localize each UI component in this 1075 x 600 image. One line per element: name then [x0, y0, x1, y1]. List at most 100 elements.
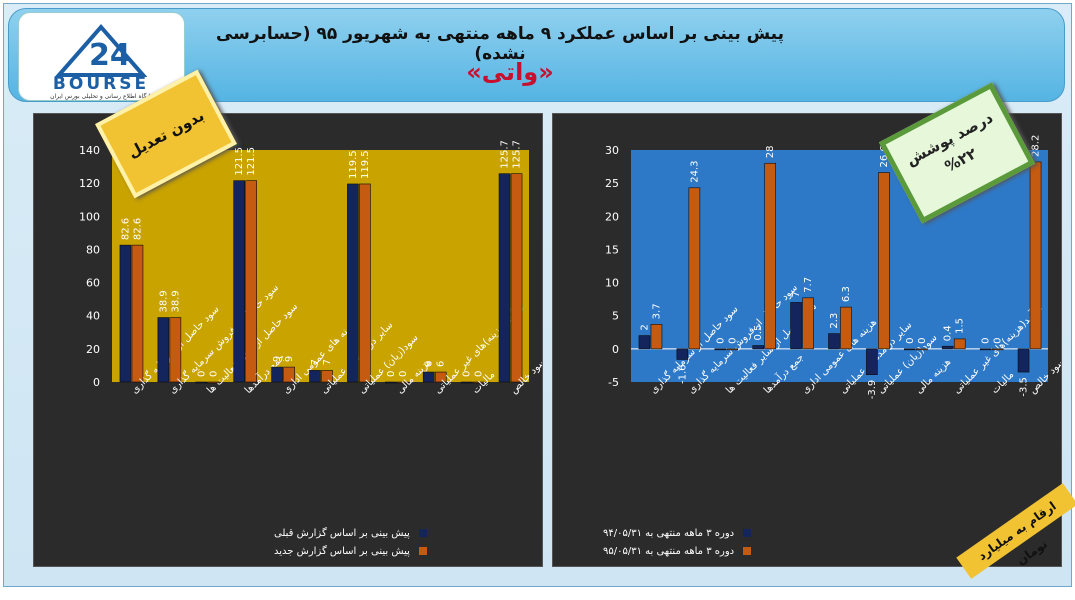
bar-new	[840, 306, 852, 350]
legend-item-9505: دوره ۳ ماهه منتهی به ۹۵/۰۵/۳۱	[603, 546, 752, 557]
bar-new	[991, 348, 1004, 351]
bar-prev	[460, 381, 473, 384]
bar-prev	[119, 244, 132, 383]
data-label: 2	[639, 324, 650, 330]
legend-item-9405: دوره ۳ ماهه منتهی به ۹۴/۰۵/۳۱	[603, 528, 752, 539]
data-label: 2.3	[829, 313, 840, 329]
bar-prev	[271, 366, 283, 383]
data-label: 7	[322, 359, 333, 365]
data-label: 3.7	[651, 303, 662, 319]
y-tick-label: 20	[605, 210, 619, 223]
bar-new	[245, 180, 257, 383]
data-label: 28.2	[1031, 135, 1042, 157]
legend-swatch-prev	[419, 529, 428, 537]
bar-new	[434, 371, 447, 383]
data-label: 121.5	[234, 147, 245, 176]
bar-prev	[309, 370, 321, 383]
data-label: -1.6	[677, 364, 688, 384]
legend-swatch-new	[419, 547, 428, 555]
y-tick-label: 40	[86, 310, 100, 323]
bar-prev	[638, 335, 651, 350]
data-label: 0	[981, 337, 992, 343]
logo-text: BOURSE	[53, 74, 149, 94]
data-label: 0	[386, 371, 397, 377]
bar-prev	[941, 345, 954, 350]
bar-new	[510, 173, 523, 383]
data-label: 0	[462, 371, 473, 377]
bar-prev	[1017, 348, 1030, 373]
bar-prev	[828, 333, 840, 350]
bar-prev	[904, 348, 916, 351]
data-label: 0.5	[753, 325, 764, 341]
bar-new	[321, 370, 333, 383]
bar-prev	[676, 348, 689, 360]
data-label: 0	[208, 371, 219, 377]
bar-prev	[385, 381, 397, 384]
data-label: 38.9	[170, 290, 181, 312]
data-label: 0	[196, 371, 207, 377]
data-label: 0	[905, 337, 916, 343]
data-label: 0	[727, 337, 738, 343]
bourse-logo: 24 BOURSE پایگاه اطلاع رسانی و تحلیلی بو…	[18, 12, 185, 101]
bar-prev	[752, 345, 764, 350]
data-label: 0	[715, 337, 726, 343]
bar-new	[283, 366, 295, 383]
data-label: 119.5	[348, 150, 359, 179]
bar-new	[131, 244, 144, 383]
company-name: «واتی»	[466, 58, 554, 86]
legend-label-new: پیش بینی بر اساس گزارش جدید	[274, 546, 410, 557]
data-label: 119.5	[360, 150, 371, 179]
data-label: 38.9	[158, 290, 169, 312]
data-label: -3.5	[1019, 377, 1030, 397]
bar-new	[472, 381, 485, 384]
bar-prev	[422, 371, 435, 383]
page-title: پیش بینی بر اساس عملکرد ۹ ماهه منتهی به …	[215, 24, 784, 64]
legend-item-prev: پیش بینی بر اساس گزارش قبلی	[274, 528, 428, 539]
right-chart-panel: -5 0 5 10 15 20 25 30 2 3.7 سود حاصل از سرمایه گذا…	[552, 113, 1067, 567]
bar-new	[916, 348, 928, 351]
bar-new	[802, 297, 814, 350]
legend-label-9405: دوره ۳ ماهه منتهی به ۹۴/۰۵/۳۱	[603, 528, 735, 539]
data-label: 9	[284, 356, 295, 362]
data-label: 9	[272, 356, 283, 362]
data-label: 0	[398, 371, 409, 377]
y-tick-label: 0	[93, 376, 100, 389]
data-label: 82.6	[120, 218, 131, 240]
bar-prev	[790, 302, 802, 350]
data-label: 82.6	[132, 218, 143, 240]
data-label: 0	[917, 337, 928, 343]
data-label: -3.9	[867, 380, 878, 400]
bar-new	[397, 381, 409, 384]
logo-number: 24	[89, 38, 131, 73]
data-label: 125.7	[512, 140, 523, 169]
bar-new	[878, 172, 890, 350]
legend-label-prev: پیش بینی بر اساس گزارش قبلی	[274, 528, 410, 539]
legend-swatch-9405	[743, 529, 752, 537]
y-tick-label: -5	[608, 376, 619, 389]
legend-swatch-9505	[743, 547, 752, 555]
data-label: 125.7	[500, 140, 511, 169]
data-label: 28	[765, 146, 776, 159]
plot-area	[112, 150, 529, 382]
y-tick-label: 15	[605, 243, 619, 256]
bar-new	[207, 381, 220, 384]
bar-new	[169, 317, 182, 383]
data-label: 0.4	[943, 325, 954, 341]
bar-new	[764, 162, 776, 350]
y-tick-label: 25	[605, 177, 619, 190]
data-label: 6.3	[841, 286, 852, 302]
bar-prev	[195, 381, 208, 384]
data-label: 121.5	[246, 147, 257, 176]
data-label: 26.6	[879, 145, 890, 167]
y-tick-label: 0	[612, 343, 619, 356]
data-label: 7	[791, 291, 802, 297]
data-label: 0	[993, 337, 1004, 343]
y-tick-label: 10	[605, 277, 619, 290]
y-tick-label: 20	[86, 343, 100, 356]
data-label: 7	[310, 359, 321, 365]
bar-new	[1029, 161, 1042, 350]
data-label: 6	[436, 361, 447, 367]
